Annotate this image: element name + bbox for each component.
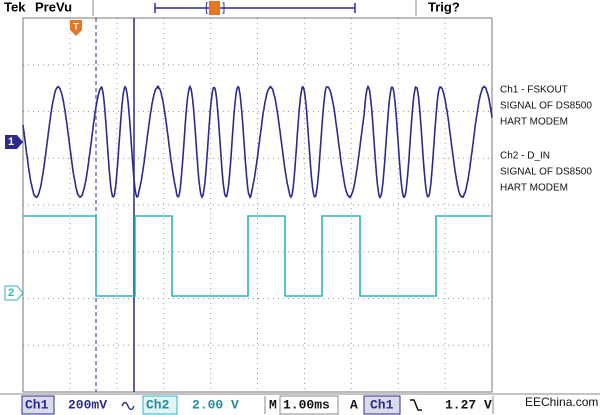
trigger-label: A (350, 397, 358, 412)
ch2-marker-label: 2 (8, 287, 14, 299)
time-label: M (269, 397, 277, 412)
ch1-scale: 200mV (68, 397, 107, 412)
annotation-line: SIGNAL OF DS8500 (500, 101, 592, 112)
trigger-position (209, 1, 220, 15)
coupling-icon (122, 403, 134, 410)
ch2-scale: 2.00 V (192, 397, 239, 412)
trigger-marker-label: T (73, 21, 79, 31)
annotation-line: Ch2 - D_IN (500, 151, 550, 162)
annotation-line: HART MODEM (500, 183, 568, 194)
trigger-source: Ch1 (370, 397, 394, 412)
slope-icon (410, 400, 422, 410)
ch1-label: Ch1 (25, 397, 49, 412)
annotation-line: SIGNAL OF DS8500 (500, 167, 592, 178)
bracket: [ (205, 0, 209, 14)
bracket: ] (222, 0, 225, 14)
time-scale: 1.00ms (283, 397, 330, 412)
ch2-label: Ch2 (146, 397, 170, 412)
annotations: Ch1 - FSKOUT SIGNAL OF DS8500 HART MODEM Ch… (500, 85, 592, 194)
annotation-line: Ch1 - FSKOUT (500, 85, 568, 96)
trigger-status: Trig? (428, 0, 460, 14)
brand: Tek (4, 0, 26, 14)
ch1-marker-label: 1 (8, 136, 14, 148)
trigger-level: 1.27 V (445, 397, 492, 412)
mode: PreVu (35, 0, 72, 14)
graticule (23, 18, 492, 392)
annotation-line: HART MODEM (500, 117, 568, 128)
watermark: EEChina.com (525, 395, 598, 409)
